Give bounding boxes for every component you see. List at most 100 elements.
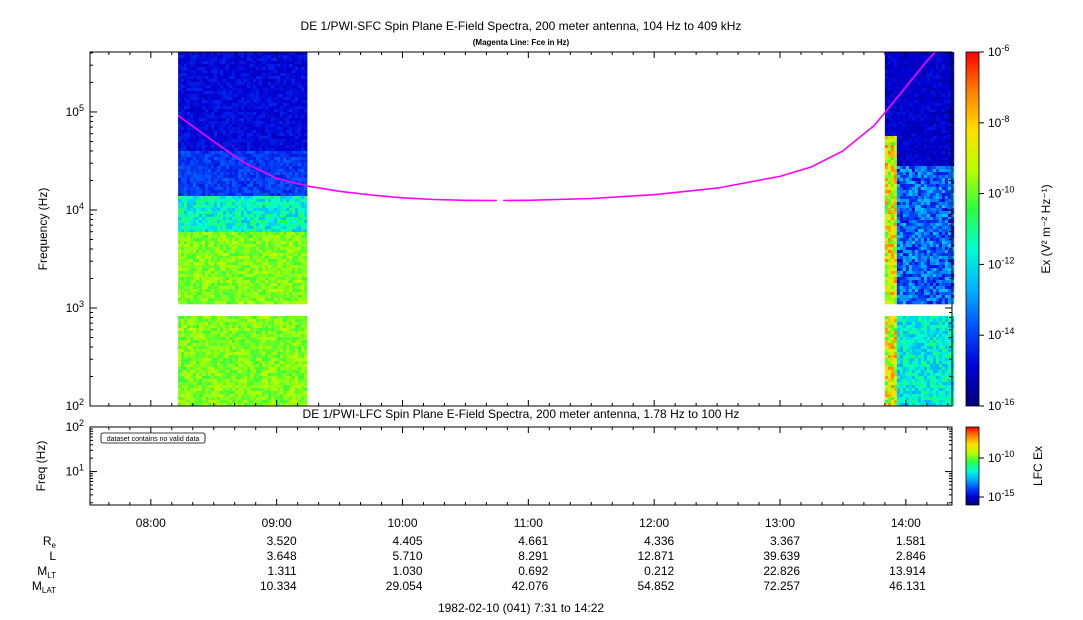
- spectrogram-cell: [241, 82, 245, 86]
- spectrogram-cell: [268, 289, 272, 293]
- spectrogram-cell: [214, 250, 218, 254]
- spectrogram-cell: [262, 82, 266, 86]
- spectrogram-cell: [304, 403, 308, 407]
- spectrogram-cell: [289, 379, 293, 383]
- spectrogram-cell: [199, 241, 203, 245]
- spectrogram-cell: [196, 190, 200, 194]
- spectrogram-cell: [268, 178, 272, 182]
- spectrogram-cell: [271, 253, 275, 257]
- spectrogram-cell: [184, 403, 188, 407]
- spectrogram-cell: [244, 358, 248, 362]
- spectrogram-cell: [271, 388, 275, 392]
- spectrogram-cell: [202, 115, 206, 119]
- spectrogram-cell: [283, 172, 287, 176]
- spectrogram-cell: [250, 130, 254, 134]
- spectrogram-cell: [214, 100, 218, 104]
- spectrogram-cell: [244, 286, 248, 290]
- spectrogram-cell: [884, 277, 889, 281]
- spectrogram-cell: [274, 364, 278, 368]
- spectrogram-cell: [208, 82, 212, 86]
- spectrogram-cell: [241, 202, 245, 206]
- spectrogram-cell: [259, 388, 263, 392]
- spectrogram-cell: [205, 271, 209, 275]
- spectrogram-cell: [268, 148, 272, 152]
- spectrogram-cell: [202, 82, 206, 86]
- spectrogram-cell: [277, 229, 281, 233]
- spectrogram-cell: [211, 334, 215, 338]
- spectrogram-cell: [286, 256, 290, 260]
- spectrogram-cell: [277, 202, 281, 206]
- spectrogram-cell: [280, 364, 284, 368]
- spectrogram-cell: [187, 157, 191, 161]
- spectrogram-cell: [208, 250, 212, 254]
- spectrogram-cell: [202, 223, 206, 227]
- spectrogram-cell: [235, 196, 239, 200]
- spectrogram-cell: [190, 145, 194, 149]
- spectrogram-cell: [178, 397, 182, 401]
- spectrogram-cell: [202, 109, 206, 113]
- spectrogram-cell: [205, 73, 209, 77]
- spectrogram-cell: [211, 142, 215, 146]
- spectrogram-cell: [301, 280, 305, 284]
- spectrogram-cell: [271, 130, 275, 134]
- spectrogram-cell: [205, 280, 209, 284]
- spectrogram-cell: [265, 253, 269, 257]
- spectrogram-cell: [241, 109, 245, 113]
- spectrogram-cell: [292, 76, 296, 80]
- spectrogram-cell: [268, 373, 272, 377]
- spectrogram-cell: [295, 58, 299, 62]
- spectrogram-cell: [184, 148, 188, 152]
- spectrogram-cell: [884, 124, 889, 128]
- spectrogram-cell: [304, 301, 308, 305]
- spectrogram-cell: [208, 64, 212, 68]
- spectrogram-cell: [184, 298, 188, 302]
- spectrogram-cell: [181, 112, 185, 116]
- spectrogram-cell: [256, 382, 260, 386]
- spectrogram-cell: [229, 148, 233, 152]
- spectrogram-cell: [274, 355, 278, 359]
- spectrogram-cell: [259, 121, 263, 125]
- spectrogram-cell: [220, 259, 224, 263]
- spectrogram-cell: [232, 364, 236, 368]
- spectrogram-cell: [190, 265, 194, 269]
- spectrogram-cell: [280, 385, 284, 389]
- spectrogram-cell: [304, 382, 308, 386]
- spectrogram-cell: [190, 85, 194, 89]
- spectrogram-cell: [184, 274, 188, 278]
- spectrogram-cell: [274, 400, 278, 404]
- spectrogram-cell: [304, 319, 308, 323]
- spectrogram-cell: [301, 97, 305, 101]
- spectrogram-cell: [259, 337, 263, 341]
- spectrogram-cell: [226, 322, 230, 326]
- spectrogram-cell: [265, 160, 269, 164]
- spectrogram-cell: [259, 223, 263, 227]
- spectrogram-cell: [232, 289, 236, 293]
- spectrogram-cell: [250, 388, 254, 392]
- spectrogram-cell: [196, 244, 200, 248]
- spectrogram-cell: [286, 331, 290, 335]
- spectrogram-cell: [217, 352, 221, 356]
- spectrogram-cell: [289, 253, 293, 257]
- spectrogram-cell: [253, 178, 257, 182]
- spectrogram-cell: [250, 382, 254, 386]
- spectrogram-cell: [178, 328, 182, 332]
- spectrogram-cell: [295, 241, 299, 245]
- spectrogram-cell: [292, 349, 296, 353]
- spectrogram-cell: [196, 379, 200, 383]
- spectrogram-cell: [259, 238, 263, 242]
- spectrogram-cell: [235, 64, 239, 68]
- spectrogram-cell: [220, 322, 224, 326]
- spectrogram-cell: [304, 238, 308, 242]
- spectrogram-cell: [268, 382, 272, 386]
- spectrogram-cell: [304, 244, 308, 248]
- spectrogram-cell: [193, 190, 197, 194]
- spectrogram-cell: [184, 172, 188, 176]
- spectrogram-cell: [256, 370, 260, 374]
- spectrogram-cell: [208, 187, 212, 191]
- spectrogram-cell: [244, 187, 248, 191]
- spectrogram-cell: [295, 250, 299, 254]
- spectrogram-cell: [220, 286, 224, 290]
- spectrogram-cell: [181, 292, 185, 296]
- spectrogram-cell: [280, 124, 284, 128]
- spectrogram-cell: [289, 370, 293, 374]
